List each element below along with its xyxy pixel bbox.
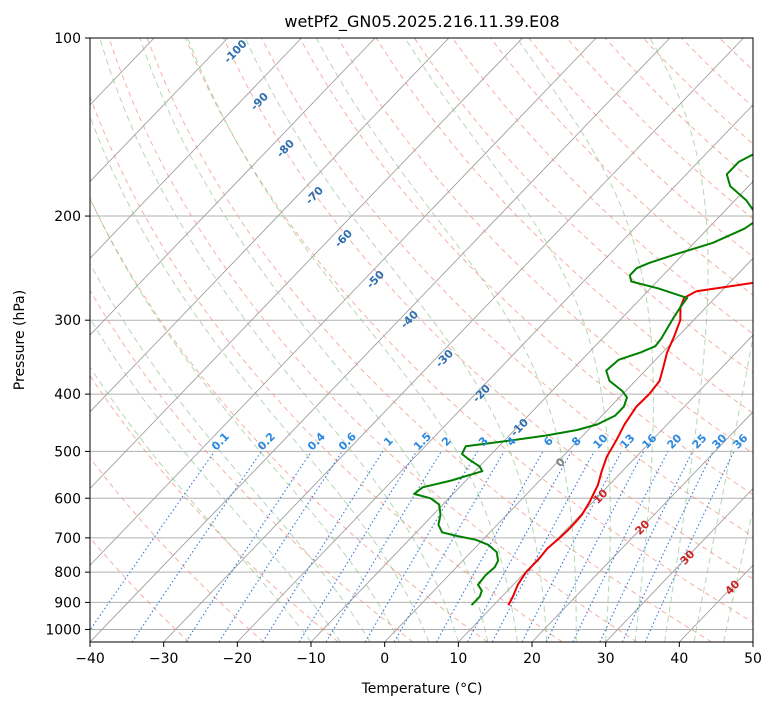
mixing-ratio-line [298, 451, 417, 642]
dry-adiabat-line [184, 38, 753, 623]
dewpoint-profile-line [413, 153, 753, 606]
y-tick-label: 600 [54, 491, 81, 507]
isotherm-line [90, 38, 302, 259]
isotherm-line [163, 38, 744, 642]
x-tick-label: 30 [597, 651, 615, 667]
mixing-ratio-line [572, 451, 669, 642]
dry-adiabat-line [451, 38, 753, 335]
dry-adiabat-line [261, 38, 753, 537]
plot-frame [89, 37, 754, 643]
isotherm-line [90, 38, 376, 336]
x-tick-label: 20 [523, 651, 541, 667]
moist-adiabat-line [90, 366, 312, 642]
x-tick-label: −40 [75, 651, 105, 667]
isotherm-line [310, 180, 753, 642]
moist-adiabat-line [649, 38, 709, 642]
chart-title: wetPf2_GN05.2025.216.11.39.E08 [284, 12, 559, 32]
x-tick-label: −30 [149, 651, 179, 667]
isotherm-line [605, 487, 753, 642]
dry-adiabat-line [90, 456, 264, 642]
mixing-ratio-line [467, 451, 572, 642]
x-tick-label: −20 [223, 651, 253, 667]
moist-adiabat-line [244, 38, 548, 642]
isotherm-line [90, 38, 597, 566]
isotherm-line [90, 38, 229, 183]
x-tick-label: 10 [449, 651, 467, 667]
moist-adiabat-line [99, 38, 459, 642]
dry-adiabat-line [90, 289, 414, 642]
dry-adiabat-line [90, 197, 488, 642]
dry-adiabat-line [90, 95, 563, 642]
moist-adiabat-line [404, 38, 611, 642]
dry-adiabat-line [146, 38, 712, 642]
mixing-ratio-line [185, 451, 312, 642]
isotherm-line [90, 38, 450, 413]
y-tick-label: 1000 [45, 622, 81, 638]
x-tick-label: 0 [380, 651, 389, 667]
dry-adiabat-line [223, 38, 753, 580]
y-tick-label: 400 [54, 387, 81, 403]
mixing-ratio-line [435, 451, 544, 642]
y-tick-label: 700 [54, 531, 81, 547]
moist-adiabat-line [90, 262, 371, 642]
x-tick-label: 40 [670, 651, 688, 667]
isotherm-line [237, 104, 753, 642]
y-tick-label: 800 [54, 565, 81, 581]
moist-adiabat-line [693, 334, 753, 642]
y-tick-label: 900 [54, 595, 81, 611]
y-tick-label: 500 [54, 444, 81, 460]
dry-adiabat-line [337, 38, 753, 455]
moist-adiabat-line [723, 508, 753, 642]
axes: −40 −30 −20 −10 0 10 20 30 40 50 100 200 300 400 500 60… [45, 31, 762, 667]
mixing-ratio-line [218, 451, 343, 642]
dry-adiabat-line [299, 38, 753, 496]
moist-adiabat-line [90, 317, 341, 642]
isotherm-line [90, 38, 671, 642]
mixing-ratio-line [131, 451, 262, 642]
temperature-profile-line [507, 281, 753, 606]
isotherm-line [531, 411, 753, 642]
dry-adiabat-line [108, 38, 638, 642]
y-axis-label: Pressure (hPa) [12, 290, 28, 390]
x-tick-label: −10 [296, 651, 326, 667]
x-tick-label: 50 [744, 651, 762, 667]
x-axis-label: Temperature (°C) [361, 681, 483, 697]
mixing-ratio-line [90, 451, 215, 632]
isotherm-line [90, 38, 523, 490]
moist-adiabat-line [90, 115, 430, 642]
y-tick-label: 200 [54, 209, 81, 225]
y-tick-label: 100 [54, 31, 81, 47]
mixing-ratio-line [545, 451, 645, 642]
y-tick-label: 300 [54, 313, 81, 329]
moist-adiabat-line [315, 38, 577, 642]
plot-area [90, 38, 753, 642]
